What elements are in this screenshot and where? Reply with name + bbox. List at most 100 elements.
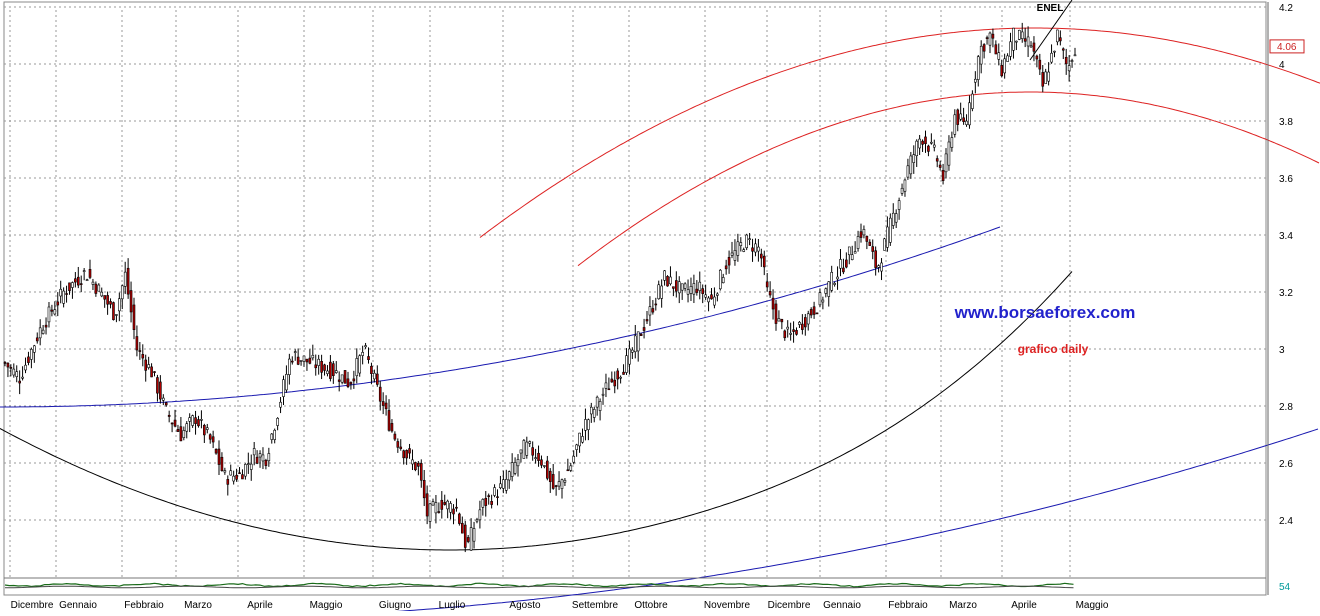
candle-body — [836, 276, 839, 280]
candle-body — [909, 155, 913, 175]
axes-layer: 2.4 2.6 2.8 3 3.2 3.4 3.6 3.8 4 4.2 Dicembre Gennai… — [11, 2, 1305, 611]
candle-body — [399, 446, 403, 449]
candle-body — [390, 423, 394, 432]
candle-body — [135, 336, 139, 351]
candle-body — [868, 241, 872, 246]
candle-body — [1035, 55, 1039, 60]
candle-body — [71, 282, 74, 288]
candle-body — [736, 241, 740, 256]
candle-body — [326, 370, 329, 374]
candle-body — [707, 297, 710, 303]
volume-signal-line — [5, 585, 1074, 589]
candle-body — [1041, 72, 1045, 87]
candle-body — [408, 448, 411, 454]
x-month-label: Dicembre — [768, 600, 811, 611]
candle-body — [147, 364, 150, 368]
candle-body — [534, 457, 537, 459]
candle-body — [437, 511, 441, 513]
volume-pane — [4, 577, 1266, 589]
candle-body — [780, 318, 784, 323]
x-month-label: Aprile — [247, 600, 273, 611]
candle-body — [346, 378, 350, 388]
candle-body — [771, 297, 775, 310]
candle-body — [847, 246, 851, 256]
candle-body — [748, 238, 751, 240]
candle-body — [757, 246, 760, 252]
candle-body — [897, 200, 901, 210]
candle-body — [378, 386, 382, 402]
x-month-label: Maggio — [310, 600, 343, 611]
candle-body — [499, 483, 502, 489]
candle-body — [727, 256, 731, 266]
candle-body — [164, 402, 168, 406]
candle-body — [604, 382, 608, 389]
candle-body — [267, 453, 271, 462]
candle-body — [214, 448, 218, 454]
candle-body — [367, 356, 370, 361]
candle-body — [173, 419, 177, 427]
candle-body — [613, 379, 617, 387]
x-month-label: Giugno — [379, 600, 412, 611]
candle-body — [525, 441, 529, 456]
candle-body — [381, 401, 385, 406]
y-tick-label: 3.4 — [1279, 231, 1293, 242]
candle-body — [569, 465, 573, 471]
candle-body — [188, 417, 191, 422]
candle-body — [666, 276, 669, 287]
candle-body — [249, 463, 253, 470]
candle-body — [507, 471, 511, 481]
candle-body — [944, 153, 948, 173]
candle-body — [417, 462, 420, 467]
candle-body — [100, 291, 104, 297]
candle-body — [1038, 59, 1042, 70]
candle-body — [414, 462, 417, 471]
candle-body — [1026, 36, 1030, 47]
candle-body — [818, 292, 822, 306]
candle-body — [502, 479, 505, 489]
candle-body — [631, 349, 634, 353]
candle-body — [625, 355, 628, 373]
candle-body — [411, 459, 414, 465]
candle-body — [548, 470, 552, 482]
candle-body — [988, 32, 992, 46]
candle-body — [1047, 71, 1050, 82]
candle-body — [601, 393, 605, 396]
candle-body — [918, 138, 921, 149]
candle-body — [235, 474, 238, 480]
candle-body — [657, 284, 661, 300]
candle-body — [701, 288, 704, 294]
x-month-label: Febbraio — [888, 600, 928, 611]
candle-body — [765, 281, 769, 288]
candle-body — [396, 441, 400, 448]
candle-body — [839, 259, 842, 269]
black-trend-line — [1029, 0, 1073, 61]
candle-body — [1029, 45, 1033, 48]
candle-body — [537, 452, 540, 461]
red-outer-curve — [479, 27, 1320, 238]
candle-body — [598, 401, 602, 411]
candle-body — [469, 527, 473, 551]
candle-body — [798, 321, 801, 325]
candle-body — [440, 499, 444, 510]
candle-body — [446, 500, 449, 510]
candle-body — [337, 379, 341, 382]
candle-body — [299, 360, 303, 362]
candle-body — [38, 327, 42, 339]
candle-body — [704, 294, 707, 298]
candle-body — [1061, 48, 1065, 51]
candle-body — [935, 158, 939, 162]
candle-body — [572, 455, 576, 463]
candle-body — [273, 429, 276, 440]
candle-body — [358, 355, 362, 374]
candle-body — [645, 319, 649, 322]
candle-body — [642, 327, 646, 331]
candle-body — [698, 281, 702, 291]
candle-body — [463, 524, 467, 548]
candle-body — [402, 450, 405, 459]
candle-body — [801, 323, 804, 330]
candle-body — [103, 295, 106, 300]
candle-body — [343, 370, 347, 384]
candle-body — [938, 164, 942, 168]
candle-body — [531, 447, 534, 456]
candle-body — [79, 283, 83, 285]
